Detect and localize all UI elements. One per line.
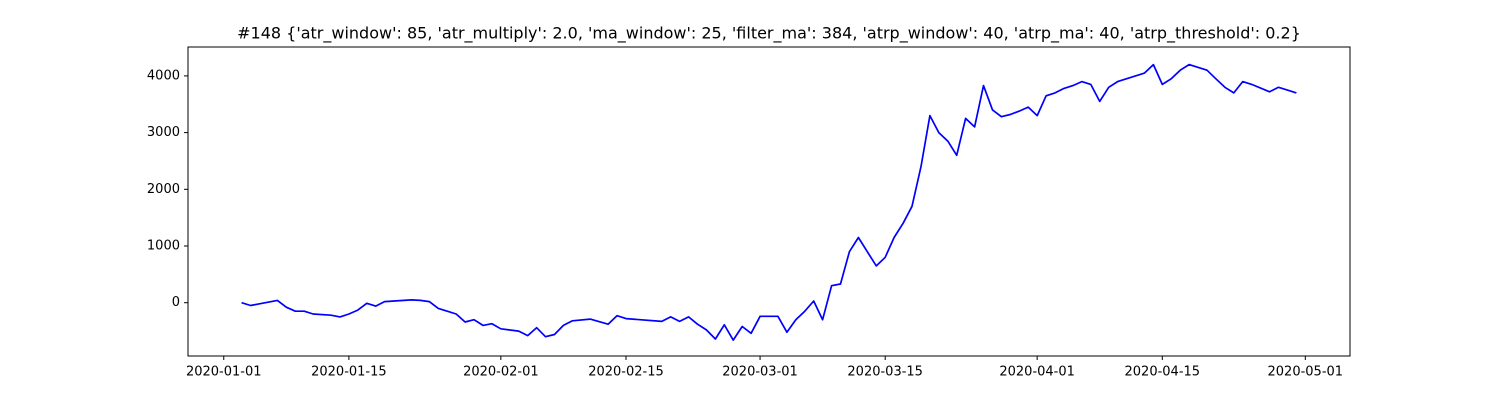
x-tick-label: 2020-03-15 — [847, 365, 923, 380]
y-tick-label: 0 — [172, 295, 180, 310]
x-tick-label: 2020-04-15 — [1125, 365, 1201, 380]
x-tick-label: 2020-03-01 — [722, 365, 798, 380]
y-tick-label: 4000 — [147, 68, 180, 83]
x-tick-label: 2020-01-15 — [311, 365, 387, 380]
x-tick-label: 2020-02-01 — [463, 365, 539, 380]
chart-title: #148 {'atr_window': 85, 'atr_multiply': … — [237, 24, 1301, 44]
x-tick-label: 2020-04-01 — [999, 365, 1075, 380]
y-tick-label: 3000 — [147, 125, 180, 140]
plot-frame — [187, 46, 1351, 357]
y-tick-label: 2000 — [147, 182, 180, 197]
x-tick-label: 2020-05-01 — [1268, 365, 1344, 380]
x-tick-label: 2020-02-15 — [588, 365, 664, 380]
x-tick-label: 2020-01-01 — [186, 365, 262, 380]
y-tick-label: 1000 — [147, 239, 180, 254]
data-line — [241, 63, 1297, 341]
